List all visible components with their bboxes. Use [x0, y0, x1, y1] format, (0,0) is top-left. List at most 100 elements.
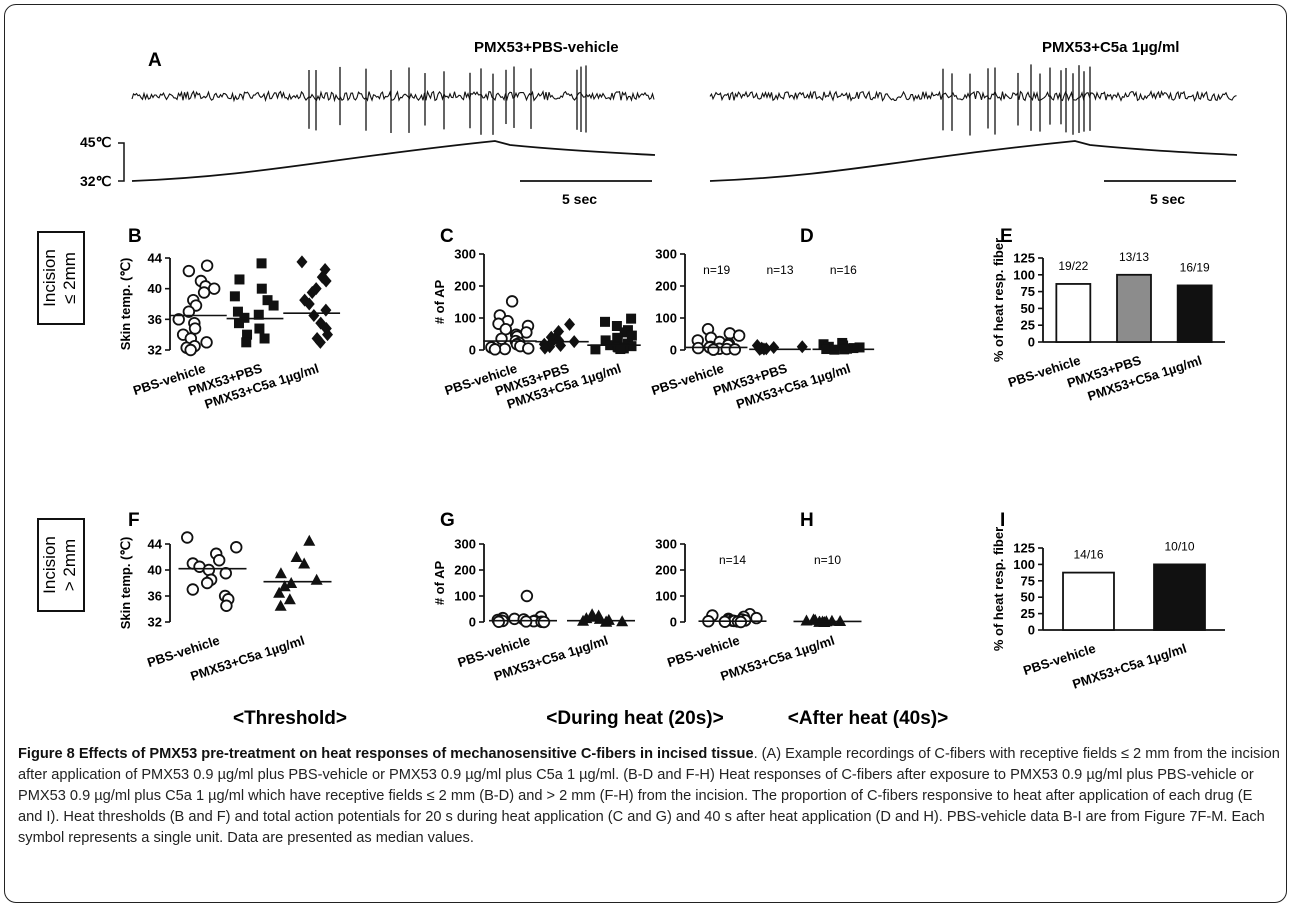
series-group [283, 255, 341, 349]
row-label-top-line2: ≤ 2mm [60, 252, 79, 304]
y-tick-label: 0 [1028, 335, 1035, 350]
bar [1153, 563, 1206, 631]
circle-open-data-point [200, 259, 214, 272]
square-data-point [611, 321, 622, 331]
bar [1176, 284, 1213, 343]
square-data-point [256, 258, 267, 269]
panel-letter-e: E [1000, 226, 1013, 247]
y-tick-label: 100 [454, 311, 476, 326]
circle-open-data-point [488, 343, 502, 356]
square-data-point [229, 291, 240, 302]
row-label-bottom-line1: Incision [40, 536, 59, 594]
y-tick-label: 25 [1021, 318, 1035, 333]
bar-annotation: 14/16 [1073, 548, 1103, 562]
circle-open-data-point [182, 264, 196, 278]
series-group [698, 608, 767, 629]
column-label-during-heat: <During heat (20s)> [546, 708, 723, 729]
square-data-point [626, 330, 637, 341]
row-label-bottom: Incision > 2mm [37, 518, 85, 612]
figure-caption: Figure 8 Effects of PMX53 pre-treatment … [18, 744, 1280, 849]
y-tick-label: 300 [454, 537, 476, 552]
circle-open-data-point [520, 589, 534, 603]
circle-open-data-point [230, 541, 243, 554]
circle-open-data-point [200, 576, 214, 590]
bar-annotation: 16/19 [1180, 260, 1210, 274]
triangle-data-point [298, 557, 311, 569]
diamond-data-point [539, 341, 551, 355]
y-axis-label: Skin temp. (℃) [118, 258, 133, 351]
circle-open-data-point [202, 563, 216, 577]
y-tick-label: 300 [655, 247, 677, 262]
square-data-point [590, 344, 601, 355]
diamond-data-point [320, 303, 332, 317]
chart-d: D0100200300PBS-vehiclePMX53+PBSPMX53+C5a… [649, 226, 875, 412]
panel-letter-b: B [128, 226, 142, 247]
series-group [749, 339, 811, 356]
panel-letter-d: D [800, 226, 814, 247]
panel-a: A PMX53+PBS-vehicle PMX53+C5a 1µg/ml 45℃… [80, 39, 1238, 207]
row-label-bottom-line2: > 2mm [60, 539, 79, 591]
y-tick-label: 125 [1013, 541, 1035, 556]
series-group [489, 589, 557, 629]
square-data-point [234, 274, 245, 285]
y-axis-label: # of AP [432, 280, 447, 325]
circle-open-data-point [200, 336, 213, 349]
panel-letter-i: I [1000, 510, 1005, 531]
recording-trace-left [131, 65, 655, 135]
temp-label-high: 45℃ [80, 134, 112, 150]
trace-noise [131, 89, 655, 103]
temp-ramp-right [709, 140, 1238, 182]
triangle-data-point [283, 593, 296, 605]
square-data-point [626, 341, 637, 352]
y-tick-label: 100 [1013, 267, 1035, 282]
square-data-point [254, 323, 265, 334]
y-tick-label: 300 [655, 537, 677, 552]
y-axis-label: % of heat resp. fiber [991, 527, 1006, 651]
y-axis-label: Skin temp. (℃) [118, 537, 133, 630]
y-tick-label: 0 [469, 343, 476, 358]
trace-title-right: PMX53+C5a 1µg/ml [1042, 39, 1179, 56]
y-tick-label: 40 [148, 563, 162, 578]
circle-open-data-point [219, 567, 232, 580]
square-data-point [619, 327, 630, 338]
triangle-data-point [834, 614, 847, 626]
diamond-data-point [296, 255, 308, 269]
y-tick-label: 100 [454, 589, 476, 604]
circle-open-data-point [505, 295, 519, 308]
circle-open-data-point [728, 343, 742, 356]
bar-annotation: 10/10 [1164, 539, 1194, 553]
y-tick-label: 0 [1028, 623, 1035, 638]
row-label-top: Incision ≤ 2mm [37, 231, 85, 325]
circle-open-data-point [207, 282, 221, 295]
panel-letter-h: H [800, 510, 814, 531]
series-group [263, 534, 332, 611]
triangle-data-point [274, 567, 287, 579]
diamond-data-point [796, 340, 808, 354]
diamond-data-point [306, 286, 318, 299]
y-axis-label: # of AP [432, 561, 447, 606]
circle-open-data-point [172, 313, 185, 326]
y-tick-label: 200 [655, 563, 677, 578]
column-label-threshold: <Threshold> [233, 708, 347, 729]
bar [1116, 273, 1152, 343]
square-data-point [241, 337, 252, 348]
square-data-point [600, 316, 611, 327]
square-data-point [242, 329, 253, 340]
triangle-data-point [290, 551, 303, 562]
y-tick-label: 75 [1021, 284, 1035, 299]
y-tick-label: 200 [454, 279, 476, 294]
circle-open-data-point [212, 554, 226, 567]
y-tick-label: 36 [148, 589, 162, 604]
square-data-point [626, 313, 637, 324]
diamond-data-point [322, 328, 334, 342]
y-tick-label: 0 [469, 615, 476, 630]
diamond-data-point [564, 317, 576, 331]
y-tick-label: 0 [670, 615, 677, 630]
